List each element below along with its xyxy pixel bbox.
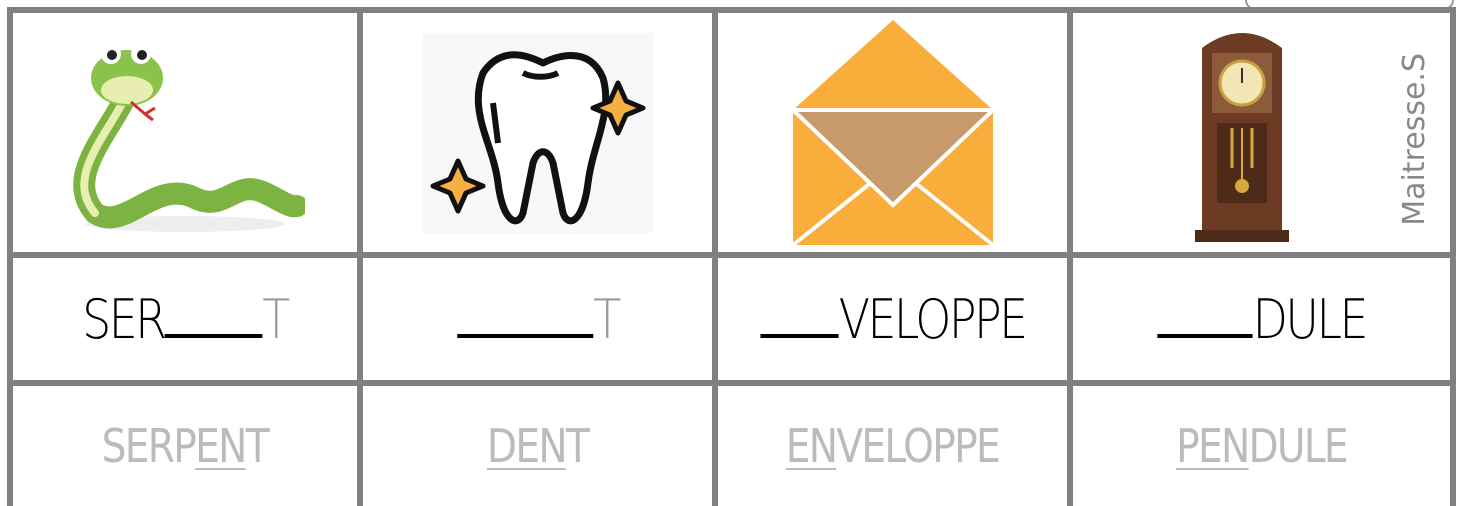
watermark: Maitresse.S — [1397, 53, 1432, 226]
puzzle-word: T — [456, 287, 621, 351]
answer-part: VELOPPE — [836, 419, 1000, 473]
snake-image — [73, 43, 305, 232]
tooth-image — [422, 32, 653, 233]
answer-word: DENT — [486, 419, 590, 473]
sound-part: EN — [785, 419, 838, 473]
answer-word: ENVELOPPE — [785, 419, 1001, 473]
sound-part: PEN — [1176, 419, 1250, 473]
image-cell — [13, 13, 357, 252]
answer-part: SERP — [101, 419, 197, 473]
given-letters: VELOPPE — [838, 287, 1028, 351]
silent-letter: T — [262, 287, 290, 351]
image-cell — [718, 13, 1067, 252]
answer-word: SERPENT — [101, 419, 270, 473]
answer-cell: DENT — [363, 386, 712, 506]
answer-cell: ENVELOPPE — [718, 386, 1067, 506]
worksheet-table: Maitresse.S SER T T VELOPPE DULE SERPENT DENT E… — [7, 7, 1456, 506]
puzzle-word: SER T — [82, 287, 290, 351]
puzzle-word: VELOPPE — [759, 287, 1028, 351]
blank — [164, 324, 263, 338]
image-cell: Maitresse.S — [1073, 13, 1450, 252]
given-letters: DULE — [1252, 287, 1368, 351]
silent-letter: T — [592, 287, 621, 351]
puzzle-cell: T — [363, 258, 712, 380]
answer-word: PENDULE — [1176, 419, 1349, 473]
blank — [456, 324, 593, 338]
puzzle-cell: DULE — [1073, 258, 1450, 380]
puzzle-cell: VELOPPE — [718, 258, 1067, 380]
puzzle-cell: SER T — [13, 258, 357, 380]
answer-part: T — [245, 419, 270, 473]
blank — [759, 324, 839, 338]
sound-part: DEN — [486, 419, 568, 473]
sound-part: EN — [195, 419, 247, 473]
puzzle-word: DULE — [1157, 287, 1368, 351]
given-letters: SER — [82, 287, 167, 351]
answer-part: DULE — [1248, 419, 1348, 473]
answer-part: T — [565, 419, 590, 473]
answer-cell: PENDULE — [1073, 386, 1450, 506]
image-cell — [363, 13, 712, 252]
clock-image — [1194, 32, 1289, 242]
envelope-image — [787, 20, 998, 247]
blank — [1157, 324, 1253, 338]
answer-cell: SERPENT — [13, 386, 357, 506]
